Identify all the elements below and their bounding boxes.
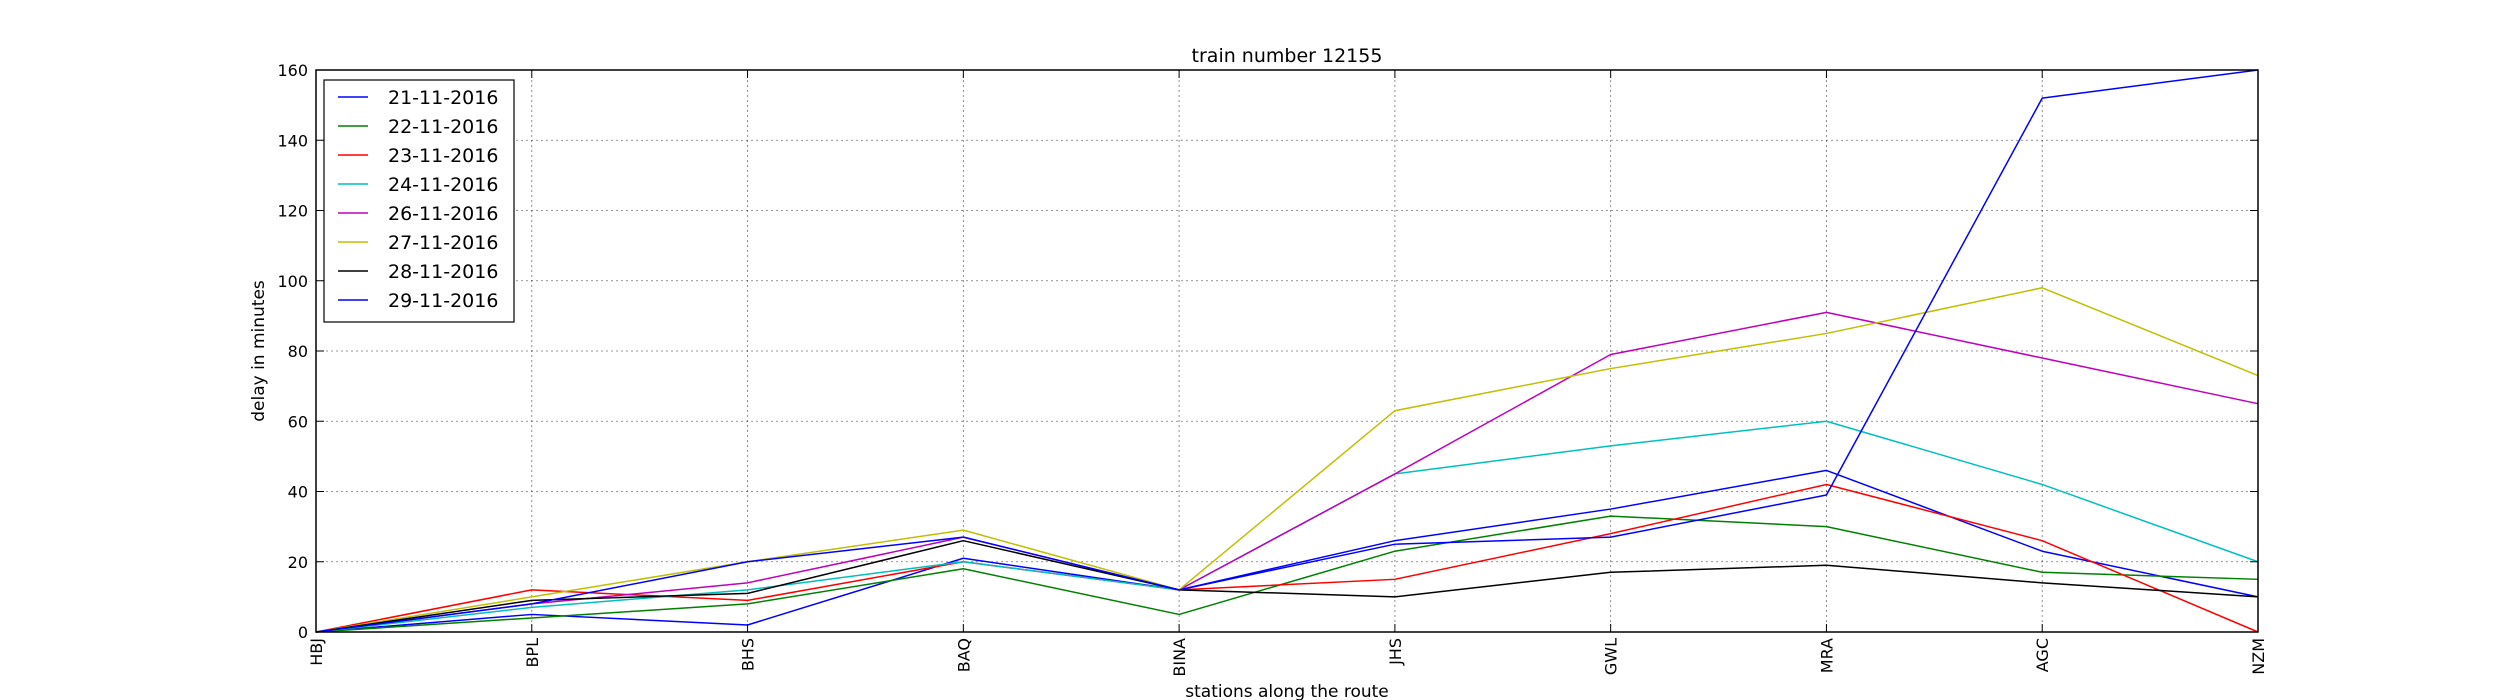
chart-title: train number 12155 [1192, 45, 1383, 67]
legend-label: 28-11-2016 [388, 261, 498, 283]
series-line-29-11-2016 [315, 69, 2259, 633]
y-tick-label: 0 [298, 623, 308, 642]
legend-label: 27-11-2016 [388, 232, 498, 254]
x-tick-label: BHS [739, 638, 758, 671]
series-line-23-11-2016 [315, 483, 2259, 633]
series-lines [315, 69, 2259, 633]
grid-lines [316, 70, 2258, 632]
x-axis-ticks: HBJ BPL BHS BAQ BINA JHS GWL MRA AGC NZM [307, 70, 2268, 677]
y-tick-label: 60 [288, 412, 308, 431]
x-tick-label: BINA [1170, 638, 1189, 677]
y-tick-label: 140 [277, 131, 308, 150]
x-tick-label: MRA [1817, 638, 1836, 673]
y-tick-label: 40 [288, 483, 308, 502]
series-line-28-11-2016 [315, 539, 2259, 633]
legend-box [323, 79, 515, 323]
y-axis-ticks: 0 20 40 60 80 100 120 140 160 [277, 61, 2258, 642]
y-tick-label: 80 [288, 342, 308, 361]
legend-label: 24-11-2016 [388, 174, 498, 196]
y-tick-label: 100 [277, 272, 308, 291]
series-line-26-11-2016 [315, 311, 2259, 633]
y-tick-label: 120 [277, 202, 308, 221]
legend-label: 21-11-2016 [388, 87, 498, 109]
y-tick-label: 160 [277, 61, 308, 80]
series-line-24-11-2016 [315, 420, 2259, 633]
x-axis-label: stations along the route [1185, 682, 1389, 700]
legend-label: 22-11-2016 [388, 116, 498, 138]
x-tick-label: AGC [2033, 638, 2052, 672]
y-tick-label: 20 [288, 553, 308, 572]
x-tick-label: HBJ [307, 638, 326, 666]
y-axis-label: delay in minutes [249, 280, 269, 422]
x-tick-label: BPL [523, 638, 542, 668]
x-tick-label: BAQ [954, 638, 973, 672]
series-line-22-11-2016 [315, 515, 2259, 633]
legend-label: 26-11-2016 [388, 203, 498, 225]
legend: 21-11-2016 22-11-2016 23-11-2016 24-11-2016… [323, 79, 515, 323]
x-tick-label: JHS [1386, 638, 1405, 666]
series-line-21-11-2016 [315, 469, 2259, 633]
x-tick-label: GWL [1602, 638, 1621, 675]
x-tick-label: NZM [2249, 638, 2268, 675]
series-line-27-11-2016 [315, 287, 2259, 633]
legend-label: 29-11-2016 [388, 290, 498, 312]
legend-label: 23-11-2016 [388, 145, 498, 167]
